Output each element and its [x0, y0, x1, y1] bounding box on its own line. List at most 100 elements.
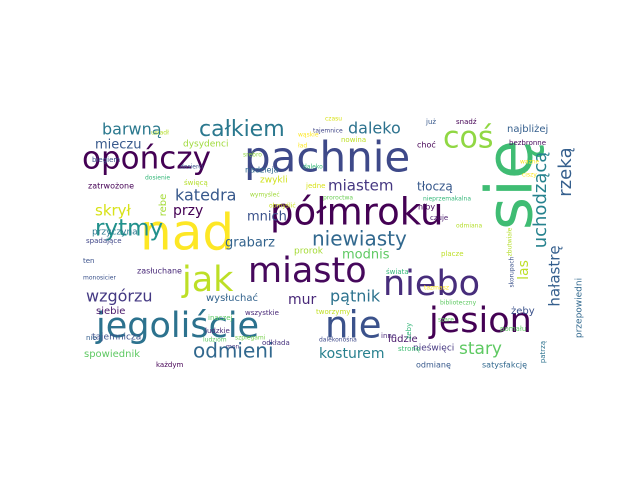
word-wysluchac: wysłuchać: [206, 292, 258, 304]
word-szpiegami: szpiegami: [235, 335, 266, 342]
word-polmroku: półmroku: [270, 191, 443, 234]
word-jesion: jesion: [428, 301, 532, 341]
word-ciszy: ciszy: [522, 172, 537, 179]
word-odmieni: odmieni: [193, 339, 274, 363]
word-kazdym: każdym: [156, 361, 183, 369]
word-mnich: mnich: [247, 210, 287, 225]
word-odklada: odkłada: [262, 339, 290, 347]
word-odmiane: odmianę: [416, 361, 451, 370]
word-katedra: katedra: [175, 186, 236, 205]
word-tlocza: tłoczą: [417, 180, 453, 194]
word-niby: niby: [418, 203, 435, 212]
word-uchodzaca: uchodzącą: [530, 152, 551, 249]
word-nadzieja: nadzieja: [245, 166, 279, 175]
word-szare: szare: [438, 317, 454, 324]
word-mieczu: mieczu: [95, 138, 141, 153]
word-lad: ład: [298, 143, 307, 150]
word-prorok: prorok: [294, 247, 324, 257]
word-odmiana: odmiana: [456, 223, 482, 230]
word-srebro: srebro: [243, 152, 262, 159]
word-tazmasz: tazmasz: [424, 285, 449, 292]
word-ludziom: ludziom: [203, 337, 227, 344]
word-mon: mon: [226, 344, 240, 351]
word-miastem: miastem: [328, 177, 394, 195]
word-nieprzemakalna: nieprzemakalna: [423, 196, 471, 203]
word-daleko-2: daleko: [303, 164, 323, 171]
word-placze: placze: [441, 250, 464, 258]
word-tajemnice: tajemnice: [313, 128, 343, 135]
word-kosturem: kosturem: [319, 346, 385, 362]
word-satysfakcje: satysfakcję: [482, 361, 527, 370]
word-niebo: niebo: [383, 264, 480, 304]
word-choc: choć: [417, 140, 436, 150]
word-wazne: wazne: [520, 159, 540, 166]
word-halastre: hałastrę: [546, 245, 564, 306]
word-wszystkie: wszystkie: [245, 309, 279, 317]
word-czuje: czuje: [430, 214, 448, 222]
word-bezbronne: bezbronne: [509, 139, 546, 147]
word-jedne: jedne: [305, 182, 325, 190]
word-biblioteczny: biblioteczny: [440, 300, 477, 307]
word-sie: się: [474, 140, 548, 231]
word-rebe: rebe: [158, 194, 169, 217]
word-ten: ten: [83, 257, 95, 265]
word-miasto: miasto: [248, 251, 367, 291]
word-inne: inne: [381, 332, 396, 340]
word-dosienie: dosienie: [145, 175, 170, 182]
word-patnik: pątnik: [330, 287, 381, 306]
word-nie: nie: [325, 304, 382, 347]
word-proroctwa: proroctwa: [323, 195, 353, 202]
word-biegiem: biegiem: [92, 156, 120, 164]
word-spadajace: spadające: [86, 237, 122, 245]
word-oponczy: opończy: [82, 141, 211, 177]
word-barwna: barwną: [102, 120, 162, 139]
word-nad: nad: [140, 204, 234, 262]
word-nieswieci: nieświęci: [413, 343, 454, 354]
word-rzeka: rzeką: [555, 147, 576, 196]
word-czasu: czasu: [325, 116, 342, 123]
word-dysydenci: dysydenci: [183, 140, 228, 150]
word-przyczyna: przyczyna: [92, 228, 138, 238]
word-nowina: nowina: [341, 136, 366, 144]
word-stary: stary: [459, 339, 502, 359]
word-calkiem: całkiem: [199, 117, 285, 142]
word-monosicier: monosicier: [83, 275, 116, 282]
word-patrza: patrzą: [539, 341, 547, 363]
word-wzgorzu: wzgórzu: [86, 287, 153, 306]
word-rytmy: rytmy: [95, 216, 163, 242]
word-las: las: [516, 260, 532, 280]
word-obmyslic: obmyślić: [269, 203, 296, 210]
word-spowiednik: spowiednik: [84, 349, 140, 360]
word-strone: stronę: [398, 345, 420, 353]
word-skryl: skrył: [95, 202, 132, 220]
word-niewiasty: niewiasty: [312, 227, 407, 251]
word-zeby-2: żeby: [405, 323, 413, 340]
word-tworzymy: tworzymy: [316, 308, 350, 316]
word-swiata: świata: [386, 268, 409, 276]
word-pachnie: pachnie: [244, 133, 410, 182]
word-swieca: święcą: [184, 179, 208, 187]
word-modnis: modnis: [342, 248, 390, 263]
word-usiadl: usiadł: [151, 130, 169, 137]
word-zatrwozone: zatrwożone: [88, 182, 134, 191]
word-cos: coś: [443, 121, 493, 156]
word-snadz: snadź: [456, 118, 477, 126]
word-tajemnicza: tajemnicza: [92, 333, 141, 343]
word-dalekonosna: dalekonośna: [319, 337, 357, 344]
word-zbutwiale: zbutwiałe: [507, 227, 514, 256]
word-skorupach: skorupach: [509, 256, 516, 287]
word-inaczej: inaczej: [208, 314, 233, 322]
word-nie-2: nie: [86, 334, 97, 342]
word-juz: już: [425, 118, 436, 126]
word-ludzie: ludzie: [388, 334, 418, 345]
word-mur: mur: [288, 292, 317, 308]
word-przy: przy: [173, 203, 203, 219]
word-zeby: żeby: [511, 306, 535, 317]
word-wymyslec: wymyśleć: [250, 192, 280, 199]
word-przepowiedni: przepowiedni: [575, 278, 585, 338]
word-pomalu: pomału: [500, 325, 526, 333]
word-daleko: daleko: [348, 119, 401, 138]
word-dosierci: dosierci: [180, 164, 204, 171]
